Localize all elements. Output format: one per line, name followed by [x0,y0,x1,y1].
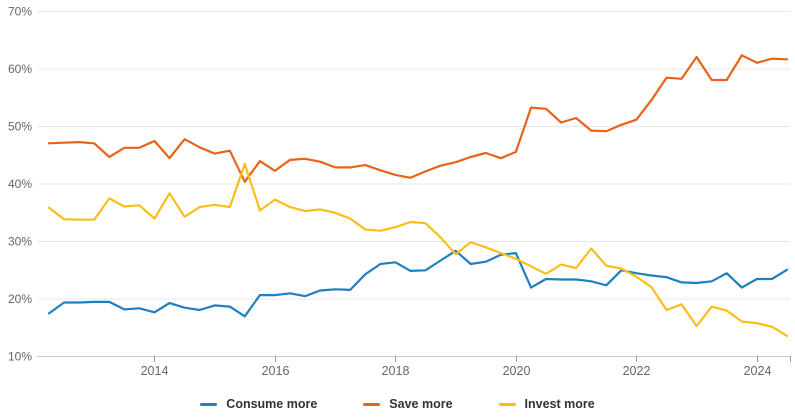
y-axis-tick-label: 40% [8,177,32,191]
legend-swatch-save-more [363,402,381,406]
legend-item-invest-more[interactable]: Invest more [498,397,595,411]
y-axis-tick-label: 70% [8,5,32,19]
legend-swatch-consume-more [200,402,218,406]
line-chart: 10% 20% 30% 40% 50% 60% 70% 2014 2016 2018 2020 202… [8,5,791,378]
y-axis-tick-label: 30% [8,235,32,249]
x-axis-tick-label: 2020 [503,364,531,378]
series-line-consume-more[interactable] [47,249,789,318]
legend-label: Consume more [226,397,318,411]
legend-label: Invest more [524,397,595,411]
series-line-save-more[interactable] [47,54,789,183]
legend-item-consume-more[interactable]: Consume more [200,397,317,411]
x-axis-tick-label: 2014 [141,364,169,378]
legend-item-save-more[interactable]: Save more [363,397,453,411]
y-axis-tick-label: 50% [8,120,32,134]
y-axis-tick-label: 10% [8,350,32,364]
x-axis-tick-label: 2018 [382,364,410,378]
chart-legend: Consume more Save more Invest more [0,397,795,411]
legend-swatch-invest-more [498,402,516,406]
x-axis-tick-label: 2022 [623,364,651,378]
x-axis-tick-label: 2016 [262,364,290,378]
x-axis-tick-label: 2024 [744,364,772,378]
y-axis-tick-label: 20% [8,292,32,306]
y-axis-tick-label: 60% [8,62,32,76]
series-line-invest-more[interactable] [47,162,789,337]
legend-label: Save more [389,397,453,411]
